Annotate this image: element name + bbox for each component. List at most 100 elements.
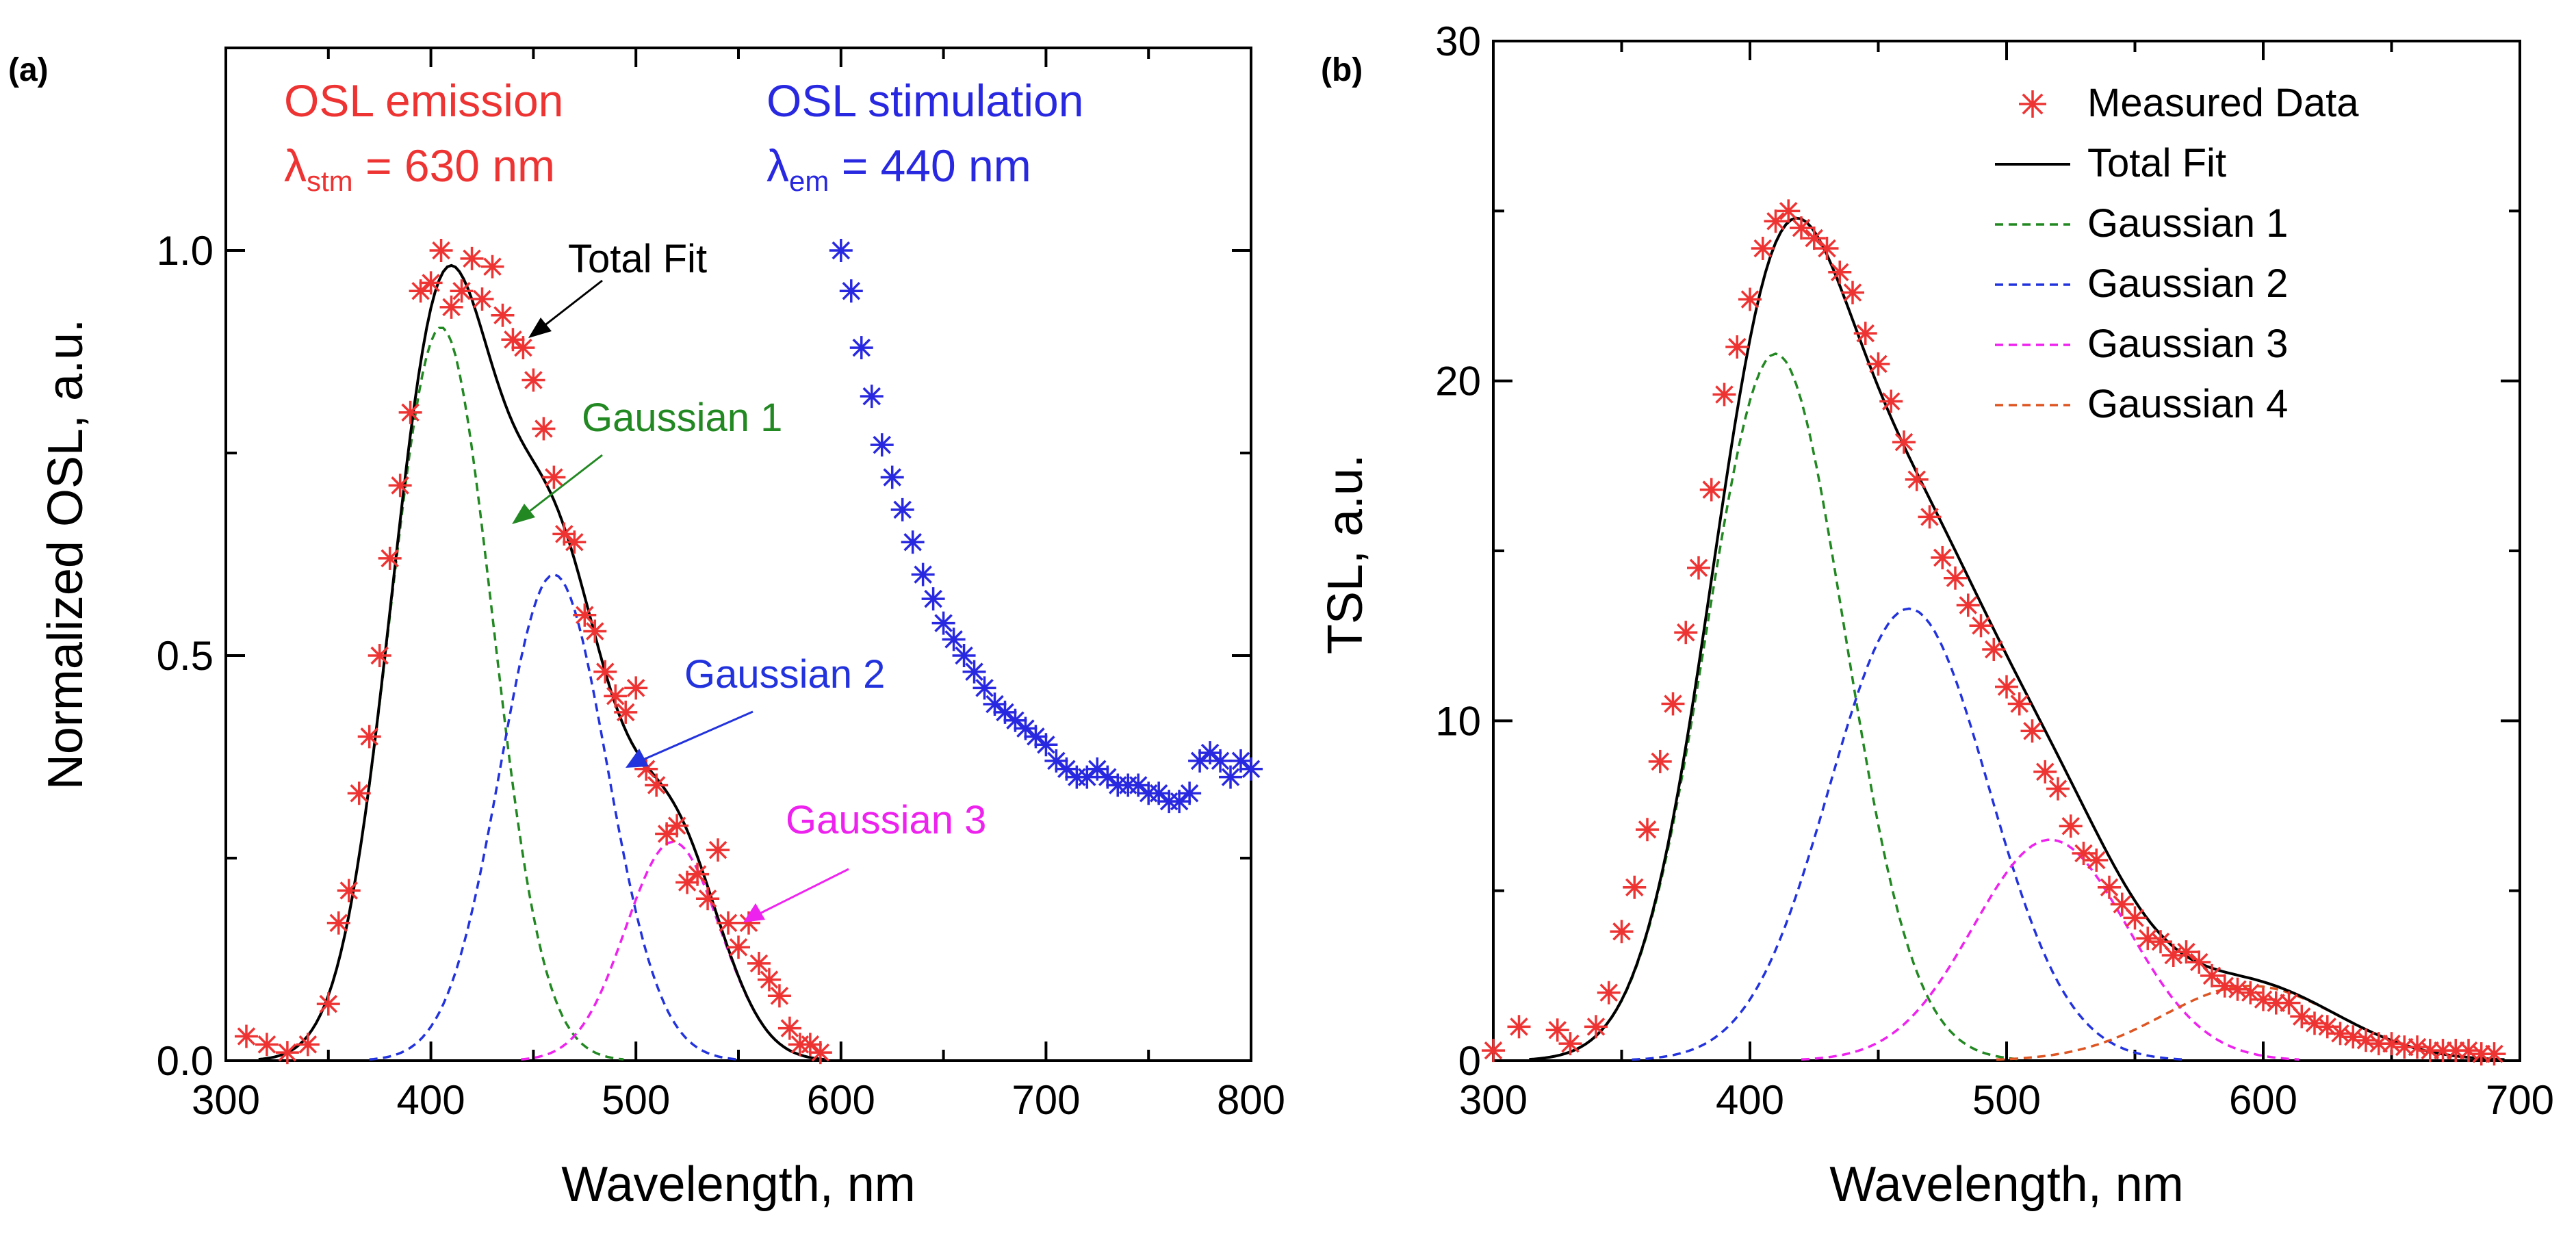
data-point	[624, 676, 648, 700]
data-point	[1738, 287, 1762, 311]
data-point	[2059, 814, 2083, 838]
legend-marker	[2019, 90, 2046, 118]
data-point	[1918, 505, 1942, 529]
data-point	[777, 1016, 801, 1040]
x-tick-label: 700	[2486, 1077, 2554, 1123]
arrowhead-gaussian-3	[743, 903, 765, 922]
curve-gaussian-3	[521, 840, 825, 1061]
data-point	[2200, 963, 2224, 987]
panel-label-b: (b)	[1321, 52, 1363, 88]
data-point	[234, 1024, 258, 1048]
y-tick-label: 0	[1458, 1038, 1481, 1084]
data-point	[880, 465, 904, 489]
tick-labels-a: 300 400 500 600 700 800 0.0 0.5 1.0	[157, 228, 1285, 1123]
x-axis-label-b: Wavelength, nm	[1829, 1157, 2184, 1212]
data-point	[1802, 227, 1826, 250]
data-point	[2290, 1005, 2314, 1028]
tick-labels-b: 300 400 500 600 700 0 10 20 30	[1435, 18, 2554, 1123]
data-point	[1815, 236, 1839, 260]
data-point	[1828, 260, 1852, 284]
data-point	[1956, 593, 1980, 617]
x-tick-label: 400	[397, 1077, 465, 1123]
curve-gaussian-2	[1632, 607, 2187, 1061]
data-point	[593, 660, 617, 684]
curve-gaussian-2	[369, 573, 739, 1061]
data-point	[2239, 981, 2263, 1005]
data-point	[347, 781, 371, 805]
data-point	[2123, 906, 2147, 930]
data-point	[645, 773, 669, 797]
data-point	[1623, 875, 1647, 899]
data-point	[1648, 749, 1672, 773]
data-point	[429, 239, 453, 262]
data-point	[357, 725, 381, 749]
data-point	[388, 474, 412, 497]
x-tick-label: 500	[1972, 1077, 2041, 1123]
annotation-gaussian-1: Gaussian 1	[582, 396, 782, 440]
x-tick-label: 300	[1459, 1077, 1528, 1123]
data-point	[1044, 749, 1068, 773]
data-point	[1853, 322, 1877, 346]
data-point	[316, 992, 340, 1016]
data-point	[808, 1041, 832, 1065]
lambda-value: = 440 nm	[829, 140, 1031, 191]
curve-gaussian-1	[258, 326, 624, 1061]
annotation-lambda-stm: λstm = 630 nm	[284, 140, 555, 197]
curve-total-fit	[1529, 216, 2505, 1061]
data-point	[727, 935, 750, 959]
arrow-gaussian-2	[643, 710, 754, 761]
legend: Measured Data Total Fit Gaussian 1 Gaussian…	[1995, 81, 2359, 426]
data-point	[839, 279, 863, 303]
data-point	[398, 400, 422, 424]
data-point	[665, 814, 689, 838]
data-point	[511, 336, 535, 360]
data-point	[2264, 991, 2288, 1015]
data-point	[1892, 430, 1916, 454]
data-point	[1085, 757, 1109, 781]
data-point	[573, 603, 597, 627]
data-point	[521, 368, 545, 392]
annotation-gaussian-3: Gaussian 3	[786, 798, 986, 842]
arrowhead-gaussian-1	[512, 504, 535, 524]
data-point	[604, 684, 628, 708]
y-axis-label-b: TSL, a.u.	[1318, 454, 1373, 654]
data-point	[675, 870, 699, 894]
y-tick-label: 0.0	[157, 1038, 214, 1084]
data-point	[890, 497, 914, 521]
data-point	[1969, 614, 1993, 638]
data-point	[275, 1041, 299, 1065]
curve-gaussian-1	[1529, 352, 2022, 1061]
data-point	[1687, 556, 1710, 580]
legend-label: Total Fit	[2087, 141, 2226, 185]
data-point	[1636, 818, 1659, 842]
x-tick-label: 600	[2229, 1077, 2297, 1123]
data-point	[1188, 749, 1212, 773]
panel-b: (b) 300 400 500 600 700 0 10 20 30 Wavelength, n…	[1318, 18, 2554, 1212]
data-point	[973, 676, 996, 700]
legend-item: Gaussian 3	[1995, 322, 2288, 366]
arrow-total-fit	[540, 279, 603, 330]
data-point	[583, 619, 607, 643]
data-point	[2315, 1015, 2339, 1039]
legend-label: Gaussian 4	[2087, 382, 2288, 426]
annotation-total-fit: Total Fit	[568, 237, 707, 281]
lambda-glyph: λ	[767, 140, 789, 191]
panel-a: (a) 300 400 500 600 700 800 0.0 0.5 1.0 Waveleng…	[8, 47, 1285, 1212]
data-point	[419, 271, 443, 295]
arrow-gaussian-1	[526, 454, 603, 515]
data-point	[1178, 781, 1202, 805]
tick-marks-b	[1492, 40, 2521, 1062]
data-point	[326, 911, 350, 935]
legend-item: Gaussian 1	[1995, 201, 2288, 246]
y-axis-label-a: Normalized OSL, a.u.	[38, 319, 93, 790]
data-point	[1482, 1039, 1505, 1063]
data-point	[1982, 638, 2006, 662]
data-point	[798, 1033, 822, 1057]
data-point	[2482, 1042, 2506, 1066]
data-point	[870, 433, 894, 457]
data-point	[911, 562, 935, 586]
panel-label-a: (a)	[8, 52, 49, 88]
data-point	[829, 239, 853, 262]
x-tick-label: 500	[602, 1077, 670, 1123]
data-point	[1764, 209, 1788, 233]
